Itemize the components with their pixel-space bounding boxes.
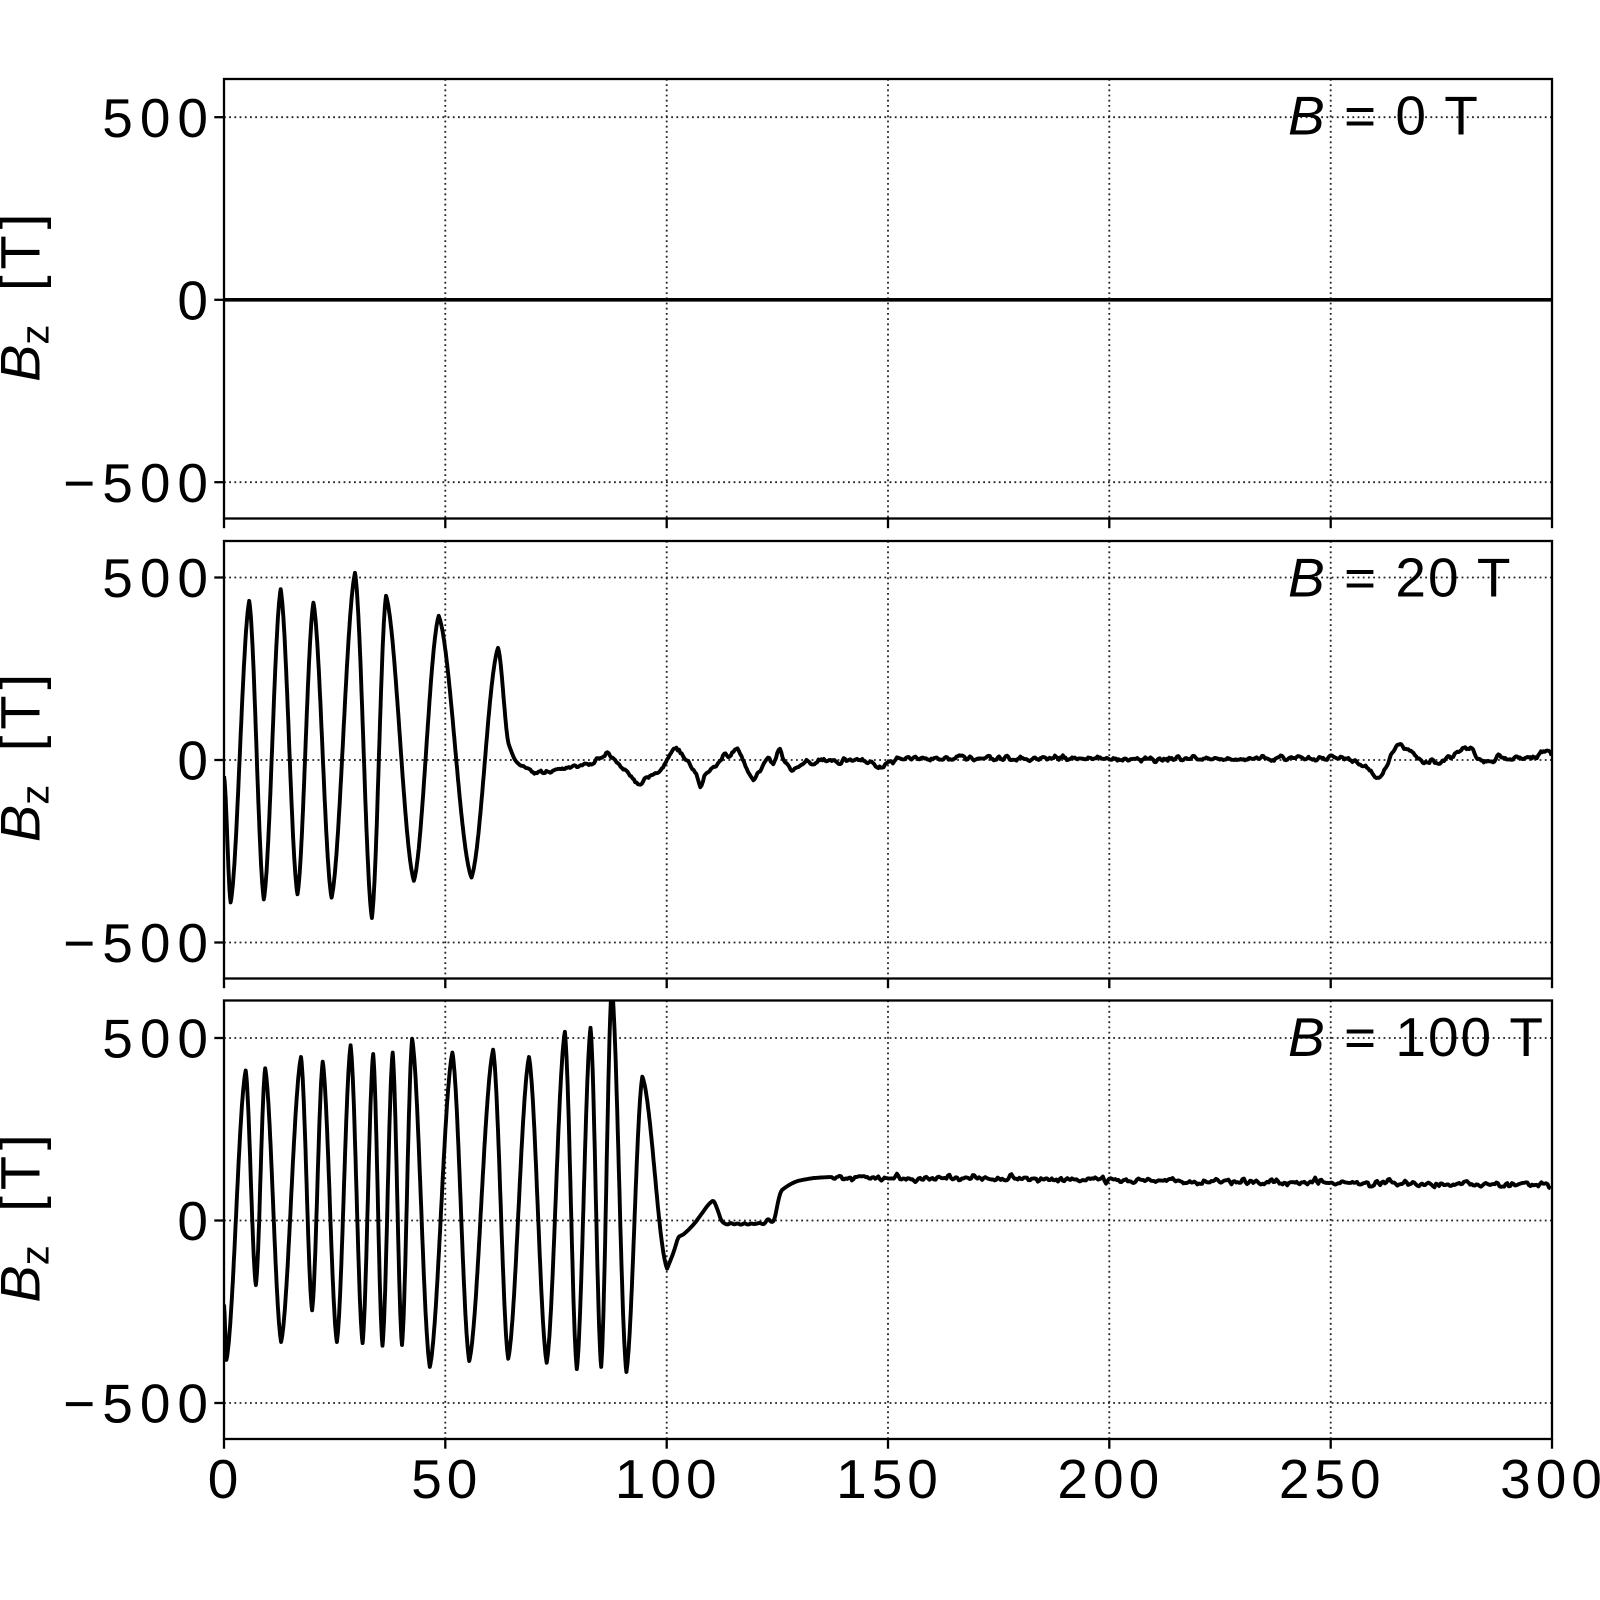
- svg-text:Bz [T]: Bz [T]: [0, 208, 58, 382]
- svg-text:0: 0: [177, 1190, 215, 1252]
- svg-text:500: 500: [102, 87, 215, 149]
- svg-text:B = 20 T: B = 20 T: [1288, 547, 1512, 609]
- svg-text:500: 500: [102, 547, 215, 609]
- svg-text:100: 100: [615, 1448, 722, 1510]
- svg-text:500: 500: [102, 1008, 215, 1070]
- svg-text:Bz [T]: Bz [T]: [0, 1128, 58, 1302]
- svg-text:200: 200: [1057, 1448, 1164, 1510]
- svg-text:−500: −500: [63, 452, 215, 514]
- svg-text:150: 150: [836, 1448, 943, 1510]
- svg-text:50: 50: [411, 1448, 482, 1510]
- svg-text:B = 0 T: B = 0 T: [1288, 85, 1480, 147]
- svg-text:B = 100 T: B = 100 T: [1288, 1006, 1545, 1068]
- svg-text:250: 250: [1279, 1448, 1386, 1510]
- svg-text:0: 0: [208, 1448, 244, 1510]
- svg-text:0: 0: [177, 269, 215, 331]
- svg-text:300: 300: [1500, 1448, 1600, 1510]
- svg-text:0: 0: [177, 730, 215, 792]
- svg-text:−500: −500: [63, 912, 215, 974]
- svg-text:−500: −500: [63, 1373, 215, 1435]
- svg-text:Bz [T]: Bz [T]: [0, 668, 58, 842]
